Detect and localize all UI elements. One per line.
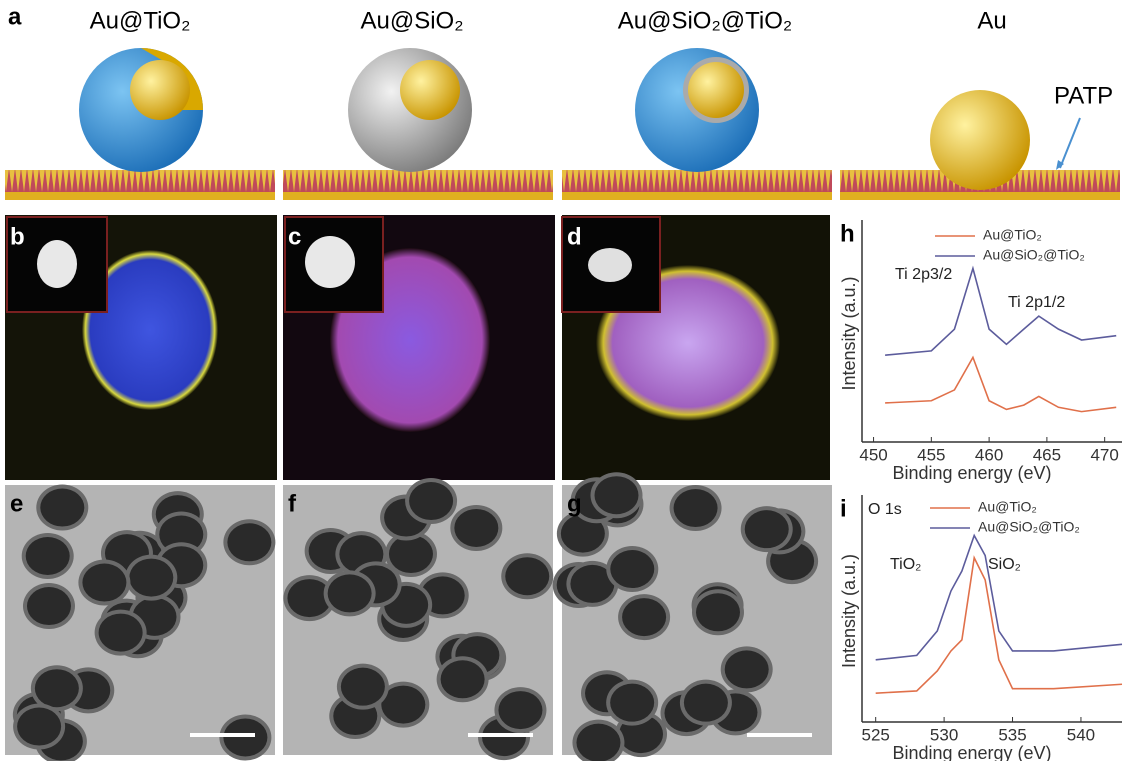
tem-images: [5, 472, 832, 766]
annotation: O 1s: [868, 501, 902, 518]
legend-label: Au@SiO₂@TiO₂: [983, 247, 1085, 263]
x-tick-label: 470: [1090, 445, 1118, 464]
y-axis-label: Intensity (a.u.): [839, 554, 859, 668]
annotation: PATP: [1054, 82, 1113, 109]
particle: [388, 535, 433, 574]
particle: [454, 508, 499, 547]
panel-label: a: [8, 3, 22, 30]
particle: [594, 476, 639, 515]
particle: [159, 515, 204, 554]
eds-maps: [5, 215, 830, 480]
annotation: Ti 2p1/2: [1008, 294, 1065, 311]
x-axis-label: Binding energy (eV): [892, 743, 1051, 761]
particle: [505, 557, 550, 596]
particle: [683, 683, 728, 722]
particle: [695, 593, 740, 632]
illustrations: [5, 48, 1120, 766]
annotation: SiO₂: [988, 556, 1021, 573]
panel-label: i: [840, 495, 847, 522]
particle: [610, 550, 655, 589]
panel-label: d: [567, 223, 582, 250]
particle: [129, 558, 174, 597]
particle: [98, 613, 143, 652]
particle: [381, 685, 426, 724]
spectrum-line: [875, 555, 1123, 694]
particle: [576, 723, 621, 762]
particle: [26, 587, 71, 626]
annotation: Ti 2p3/2: [895, 266, 952, 283]
spectrum-line: [885, 355, 1117, 413]
x-tick-label: 455: [917, 445, 945, 464]
particle: [34, 669, 79, 708]
particle: [560, 514, 605, 553]
particle: [570, 564, 615, 603]
structure-title: Au@TiO₂: [90, 7, 191, 34]
particle: [622, 598, 667, 637]
x-tick-label: 465: [1033, 445, 1061, 464]
legend-label: Au@TiO₂: [983, 227, 1042, 243]
x-axis-label: Binding energy (eV): [892, 463, 1051, 483]
panel-label: g: [567, 490, 582, 517]
particle: [744, 510, 789, 549]
particle: [673, 489, 718, 528]
particle: [340, 667, 385, 706]
panel-label: c: [288, 223, 301, 250]
structure-title: Au@SiO₂@TiO₂: [618, 7, 793, 34]
particle: [223, 718, 268, 757]
particle: [498, 691, 543, 730]
particle: [724, 650, 769, 689]
particle: [287, 579, 332, 618]
panel-label: f: [288, 490, 297, 517]
particle: [409, 482, 454, 521]
x-tick-label: 530: [930, 725, 958, 744]
particle: [327, 574, 372, 613]
panel-label: h: [840, 220, 855, 247]
legend-label: Au@TiO₂: [978, 499, 1037, 515]
panel-a-art: [5, 48, 1120, 200]
x-tick-label: 535: [998, 725, 1026, 744]
legend-label: Au@SiO₂@TiO₂: [978, 519, 1080, 535]
particle: [440, 660, 485, 699]
particle: [25, 536, 70, 575]
particle: [40, 488, 85, 527]
panel-label: b: [10, 223, 25, 250]
x-tick-label: 450: [859, 445, 887, 464]
x-tick-label: 525: [861, 725, 889, 744]
particle: [227, 523, 272, 562]
spectrum-line: [875, 533, 1123, 661]
x-tick-label: 460: [975, 445, 1003, 464]
spectrum-line: [885, 265, 1117, 356]
particle: [610, 683, 655, 722]
y-axis-label: Intensity (a.u.): [839, 276, 859, 390]
structure-title: Au@SiO₂: [360, 7, 463, 34]
texts: a Au@TiO₂ Au@SiO₂ Au@SiO₂@TiO₂ Au PATP b c d e f g h…: [8, 3, 1123, 763]
panel-label: e: [10, 490, 23, 517]
particle: [82, 563, 127, 602]
annotation: TiO₂: [890, 556, 921, 573]
particle: [17, 707, 62, 746]
structure-title: Au: [977, 7, 1006, 34]
x-tick-label: 540: [1067, 725, 1095, 744]
